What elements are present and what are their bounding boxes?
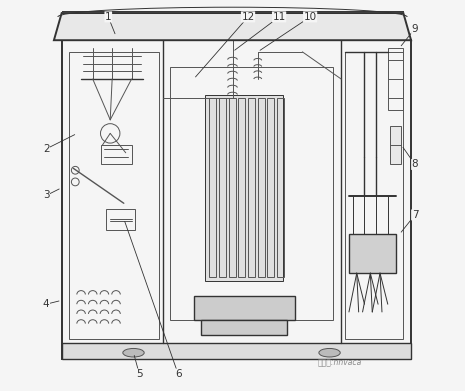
Bar — [62, 40, 411, 359]
Bar — [219, 99, 226, 277]
Bar — [239, 99, 246, 277]
Bar — [267, 99, 274, 277]
Bar — [248, 99, 255, 277]
Bar — [345, 52, 403, 339]
Text: 3: 3 — [43, 190, 49, 201]
Bar — [277, 99, 284, 277]
Ellipse shape — [123, 348, 144, 357]
Bar — [170, 67, 333, 320]
Bar — [229, 99, 236, 277]
Bar — [390, 126, 401, 165]
Polygon shape — [54, 13, 411, 40]
Ellipse shape — [319, 348, 340, 357]
Text: 9: 9 — [412, 23, 418, 34]
Text: 5: 5 — [136, 369, 143, 379]
Bar — [62, 343, 411, 359]
Bar — [201, 320, 287, 335]
Text: 12: 12 — [241, 12, 255, 22]
Text: 6: 6 — [175, 369, 181, 379]
Text: 1: 1 — [105, 12, 112, 22]
Text: 10: 10 — [304, 12, 317, 22]
Text: 7: 7 — [412, 210, 418, 220]
Bar — [69, 52, 159, 339]
Text: 11: 11 — [272, 12, 286, 22]
Bar — [106, 209, 135, 230]
Bar — [100, 145, 132, 165]
Text: 4: 4 — [43, 299, 49, 309]
Bar — [206, 95, 283, 281]
Bar — [349, 234, 396, 273]
Text: 2: 2 — [43, 144, 49, 154]
Bar — [209, 99, 216, 277]
Bar — [194, 296, 295, 320]
Bar — [258, 99, 265, 277]
Text: 微信号:nnvaca: 微信号:nnvaca — [318, 358, 362, 367]
Bar — [388, 48, 403, 110]
Text: 8: 8 — [412, 160, 418, 169]
